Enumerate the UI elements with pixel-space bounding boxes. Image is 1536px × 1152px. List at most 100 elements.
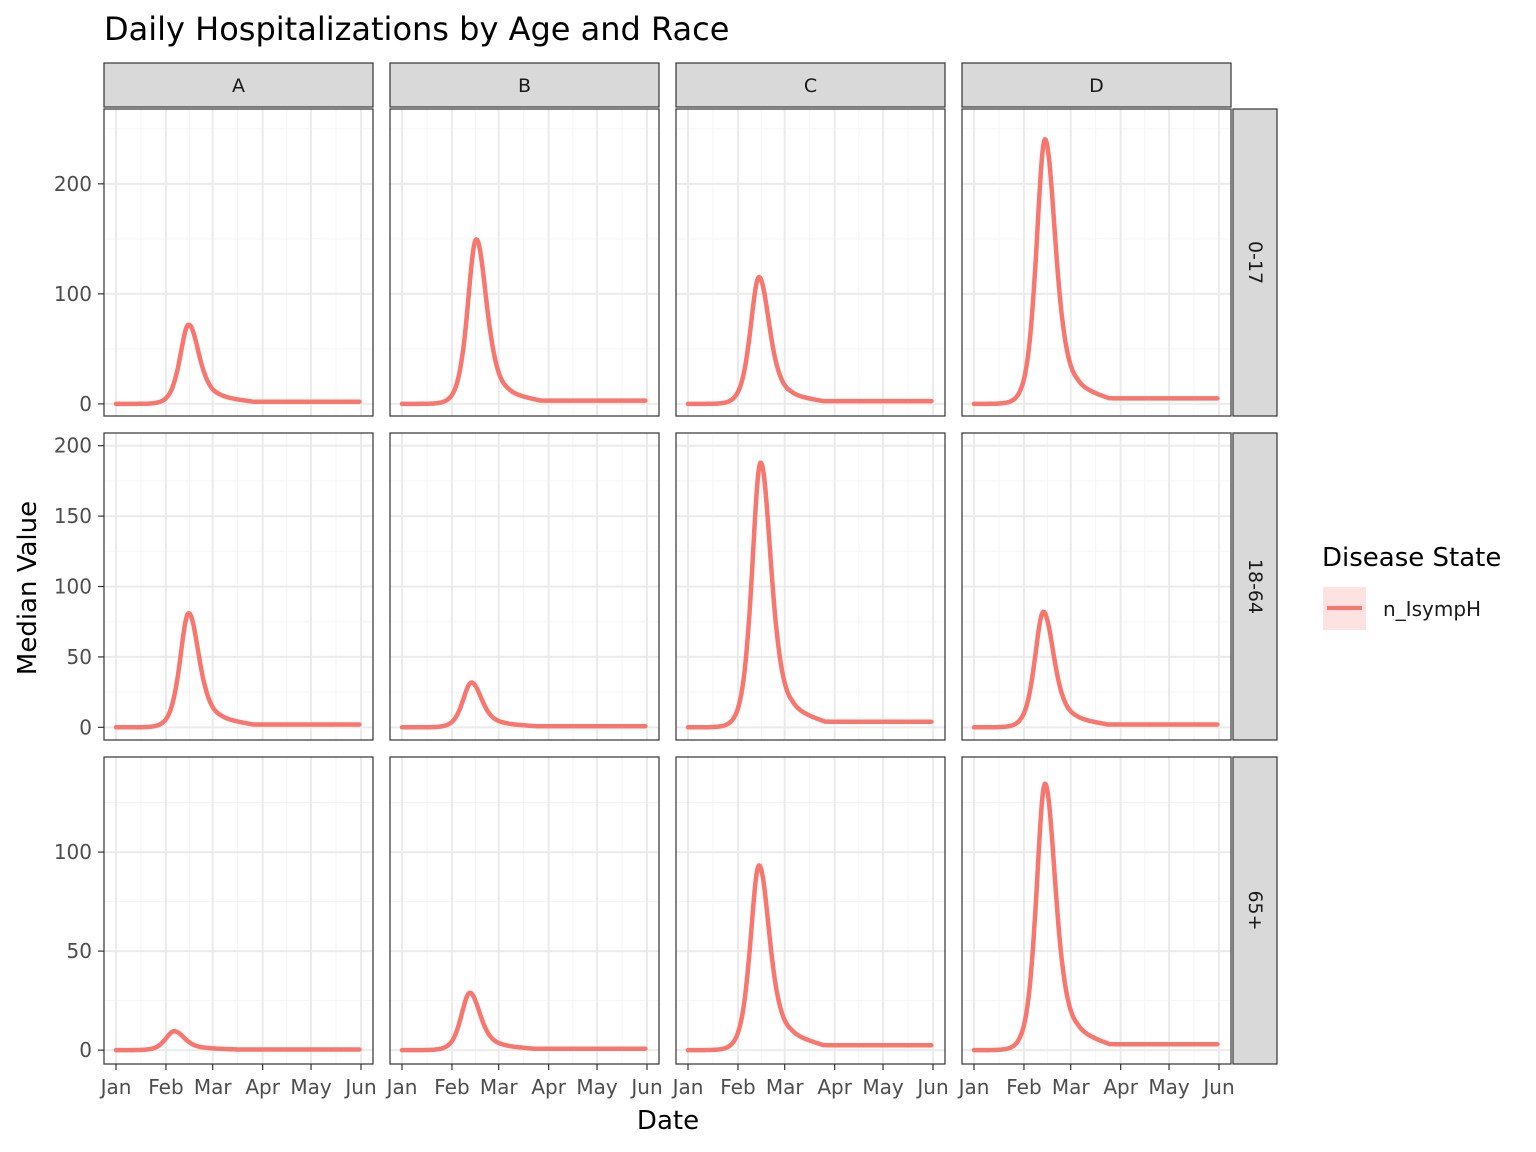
x-tick-label: May <box>862 1075 904 1099</box>
x-tick-label: Apr <box>245 1075 280 1099</box>
legend-title: Disease State <box>1322 543 1501 573</box>
panel-border <box>103 108 374 417</box>
x-tick-label: Mar <box>480 1075 519 1099</box>
x-tick-label: Jun <box>343 1075 376 1099</box>
x-tick-label: Apr <box>531 1075 566 1099</box>
chart-title: Daily Hospitalizations by Age and Race <box>104 10 729 48</box>
panel-border <box>675 108 946 417</box>
panel-background <box>104 757 373 1064</box>
facet-strip-row <box>1232 108 1278 417</box>
x-tick-label: Mar <box>1052 1075 1091 1099</box>
facet-strip-row <box>1232 756 1278 1065</box>
x-tick-label: Feb <box>148 1075 183 1099</box>
panel-border <box>961 432 1232 741</box>
panel-border <box>961 756 1232 1065</box>
facet-strip-label: 18-64 <box>1244 559 1266 614</box>
facet-panel-a-65+ <box>103 756 374 1065</box>
x-tick-label: Jan <box>385 1075 418 1099</box>
x-tick-label: Jun <box>629 1075 662 1099</box>
series-line-n_IsympH <box>399 990 648 1053</box>
panel-background <box>676 109 945 416</box>
facet-strip-row <box>1232 432 1278 741</box>
y-tick-label: 200 <box>54 434 92 458</box>
facet-panel-b-18-64 <box>389 432 660 741</box>
facet-panel-a-18-64 <box>103 432 374 741</box>
x-tick-label: Feb <box>434 1075 469 1099</box>
panel-background <box>390 109 659 416</box>
panel-background <box>962 757 1231 1064</box>
series-line-n_IsympH <box>399 237 648 407</box>
x-tick-label: Apr <box>817 1075 852 1099</box>
facet-panel-c-65+ <box>675 756 946 1065</box>
series-line-n_IsympH <box>971 609 1220 730</box>
series-line-n_IsympH <box>971 137 1220 407</box>
x-tick-label: Jan <box>99 1075 132 1099</box>
facet-strip-c <box>675 62 946 108</box>
x-tick-label: Feb <box>1006 1075 1041 1099</box>
series-line-n_IsympH <box>113 611 362 730</box>
y-tick-label: 0 <box>79 392 92 416</box>
y-tick-label: 50 <box>67 939 92 963</box>
series-line-n_IsympH <box>971 781 1220 1053</box>
series-line-n_IsympH <box>113 322 362 407</box>
panel-border <box>389 756 660 1065</box>
facet-panels: A B C D 0-17 0 100 200 18-64 0 50 100 150 200 65+ 0 50 10… <box>54 62 1278 1099</box>
facet-strip-label: A <box>232 75 245 97</box>
facet-strip-d <box>961 62 1232 108</box>
facet-panel-a-0-17 <box>103 108 374 417</box>
y-tick-label: 100 <box>54 282 92 306</box>
series-line-n_IsympH <box>399 680 648 730</box>
facet-strip-label: D <box>1089 75 1104 97</box>
panel-border <box>103 756 374 1065</box>
legend-label: n_IsympH <box>1383 597 1481 621</box>
x-axis-title: Date <box>637 1106 699 1136</box>
x-tick-label: Jan <box>671 1075 704 1099</box>
panel-border <box>675 432 946 741</box>
x-tick-label: Feb <box>720 1075 755 1099</box>
facet-panel-c-0-17 <box>675 108 946 417</box>
panel-background <box>676 757 945 1064</box>
panel-background <box>104 109 373 416</box>
facet-strip-label: 0-17 <box>1244 241 1266 284</box>
panel-border <box>389 108 660 417</box>
x-tick-label: Jan <box>957 1075 990 1099</box>
series-line-n_IsympH <box>685 863 934 1053</box>
y-tick-label: 200 <box>54 172 92 196</box>
series-line-n_IsympH <box>113 1028 362 1053</box>
y-axis-title: Median Value <box>13 501 43 675</box>
x-tick-label: May <box>576 1075 618 1099</box>
x-tick-label: May <box>290 1075 332 1099</box>
facet-strip-b <box>389 62 660 108</box>
panel-border <box>961 108 1232 417</box>
facet-panel-c-18-64 <box>675 432 946 741</box>
facet-strip-a <box>103 62 374 108</box>
panel-background <box>390 757 659 1064</box>
y-tick-label: 100 <box>54 840 92 864</box>
facet-panel-b-65+ <box>389 756 660 1065</box>
y-tick-label: 50 <box>67 645 92 669</box>
series-line-n_IsympH <box>685 460 934 730</box>
facet-strip-label: C <box>804 75 817 97</box>
panel-border <box>103 432 374 741</box>
facet-strip-label: B <box>518 75 531 97</box>
y-tick-label: 100 <box>54 575 92 599</box>
facet-panel-d-65+ <box>961 756 1232 1065</box>
facet-panel-b-0-17 <box>389 108 660 417</box>
facet-strip-label: 65+ <box>1244 890 1266 930</box>
x-tick-label: Jun <box>1201 1075 1234 1099</box>
y-tick-label: 150 <box>54 504 92 528</box>
facet-panel-d-0-17 <box>961 108 1232 417</box>
y-tick-label: 0 <box>79 715 92 739</box>
legend: Disease State n_IsympH <box>1322 543 1501 630</box>
panel-border <box>675 756 946 1065</box>
panel-background <box>962 109 1231 416</box>
y-tick-label: 0 <box>79 1038 92 1062</box>
x-tick-label: Apr <box>1103 1075 1138 1099</box>
facet-panel-d-18-64 <box>961 432 1232 741</box>
series-line-n_IsympH <box>685 274 934 407</box>
panel-border <box>389 432 660 741</box>
x-tick-label: Mar <box>194 1075 233 1099</box>
x-tick-label: May <box>1148 1075 1190 1099</box>
x-tick-label: Mar <box>766 1075 805 1099</box>
